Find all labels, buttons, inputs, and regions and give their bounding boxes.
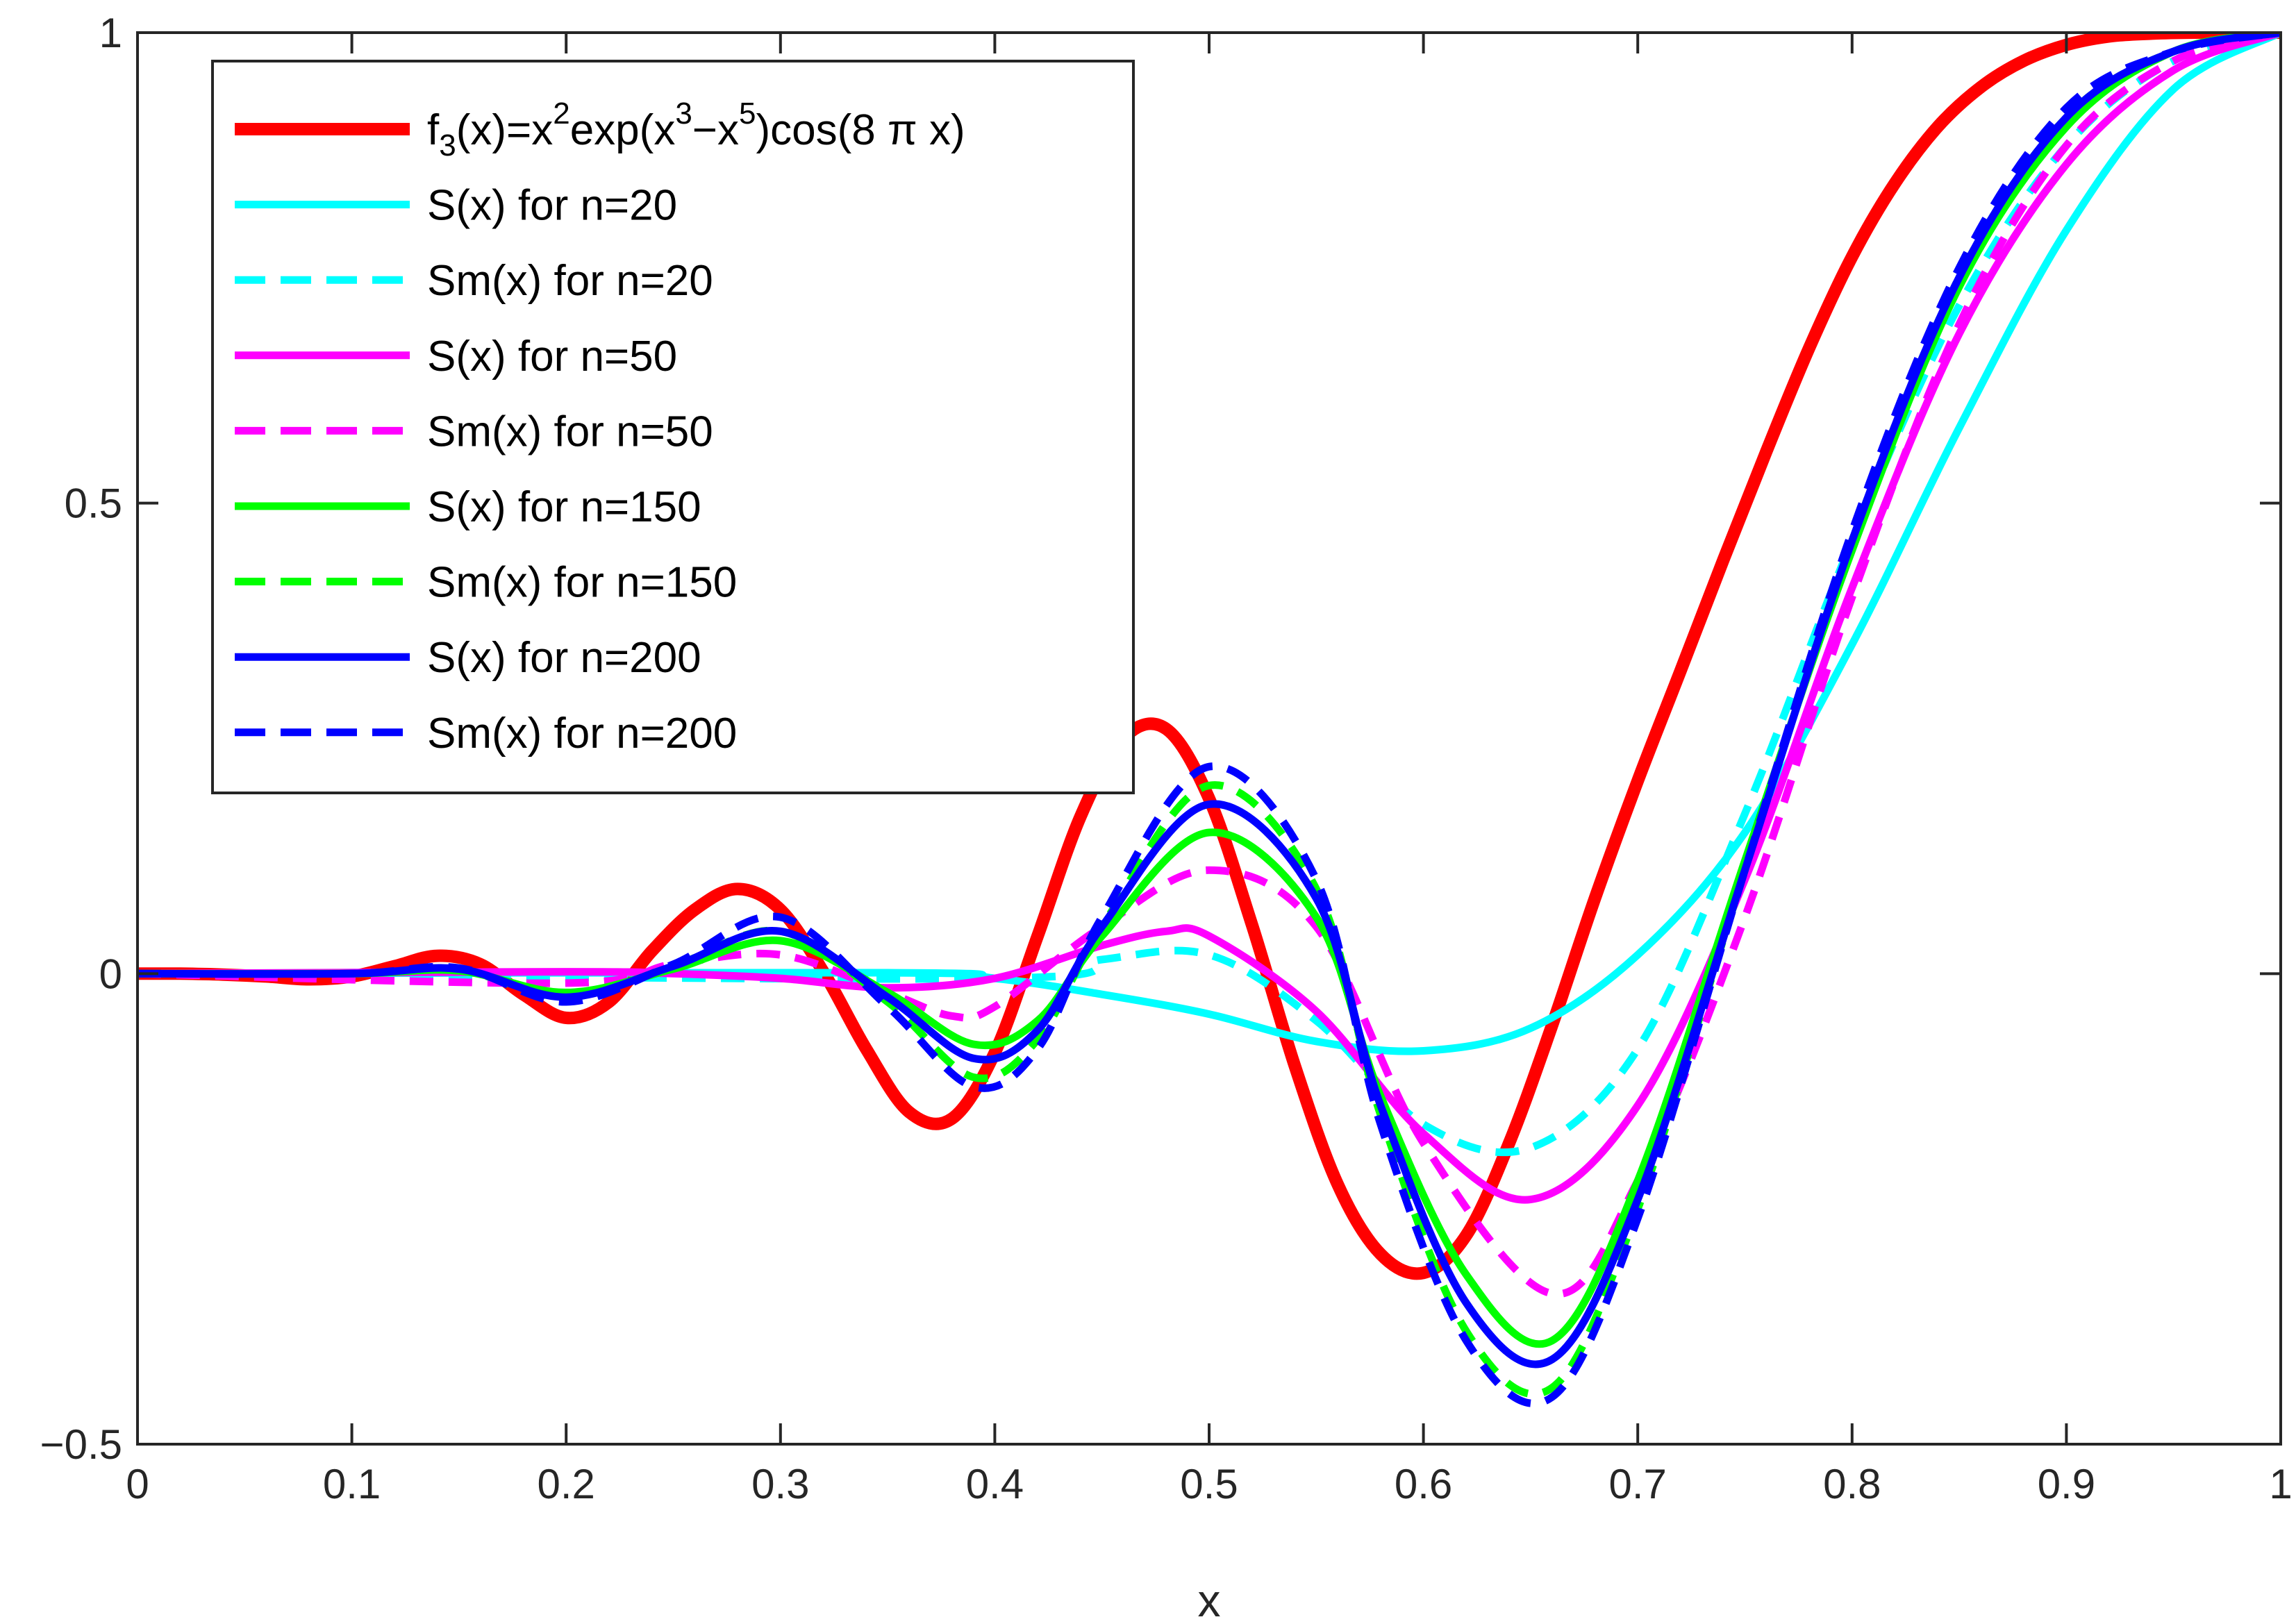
legend-label-s50: S(x) for n=50 <box>427 333 677 380</box>
legend-label-sm50: Sm(x) for n=50 <box>427 408 713 455</box>
legend-box <box>211 60 1135 794</box>
legend-label-s150: S(x) for n=150 <box>427 483 701 531</box>
x-tick-label: 0.6 <box>1395 1461 1452 1507</box>
y-tick-label: 1 <box>99 10 122 56</box>
x-tick-label: 0.5 <box>1180 1461 1238 1507</box>
x-tick-label: 0.2 <box>537 1461 594 1507</box>
y-tick-label: 0 <box>99 951 122 997</box>
x-tick-label: 0.7 <box>1608 1461 1666 1507</box>
legend-label-sm20: Sm(x) for n=20 <box>427 257 713 305</box>
legend: f3(x)=x2exp(x3−x5)cos(8 π x) S(x) for n=2… <box>211 60 1135 794</box>
x-tick-label: 0.3 <box>751 1461 809 1507</box>
legend-label-sm200: Sm(x) for n=200 <box>427 710 737 757</box>
legend-label-sm150: Sm(x) for n=150 <box>427 559 737 607</box>
tick-layer: 0 0.1 0.2 0.3 0.4 0.5 0.6 0.7 0.8 0.9 1−0.500.51 <box>40 10 2293 1507</box>
x-tick-label: 0.1 <box>323 1461 381 1507</box>
y-tick-label: 0.5 <box>65 480 122 527</box>
x-tick-label: 0.9 <box>2038 1461 2095 1507</box>
x-tick-label: 1 <box>2269 1461 2292 1507</box>
series-line-s20 <box>138 33 2281 1055</box>
x-tick-label: 0 <box>126 1461 149 1507</box>
series-line-sm200 <box>138 33 2281 1407</box>
x-axis-label: x <box>1198 1575 1221 1624</box>
series-line-s50 <box>138 33 2281 1204</box>
y-tick-label: −0.5 <box>40 1421 122 1468</box>
series-layer <box>138 33 2281 1407</box>
legend-label-f3: f3(x)=x2exp(x3−x5)cos(8 π x) <box>427 97 965 162</box>
x-tick-label: 0.4 <box>966 1461 1024 1507</box>
series-line-sm50 <box>138 33 2281 1298</box>
x-tick-label: 0.8 <box>1823 1461 1881 1507</box>
series-line-f3 <box>138 33 2281 1280</box>
legend-label-s200: S(x) for n=200 <box>427 634 701 682</box>
legend-label-s20: S(x) for n=20 <box>427 182 677 230</box>
